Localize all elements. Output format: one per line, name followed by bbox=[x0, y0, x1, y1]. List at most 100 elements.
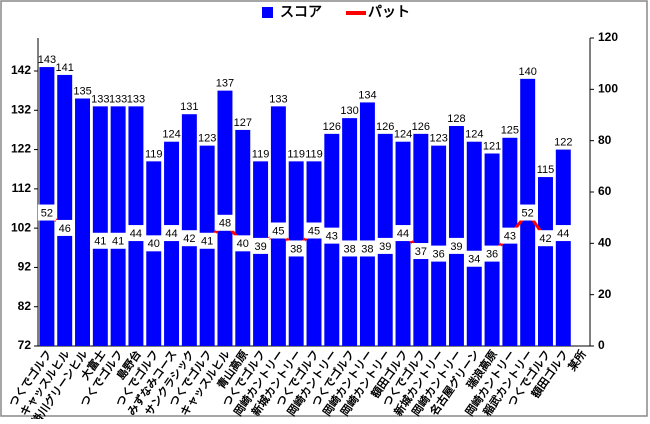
bar-value-label: 137 bbox=[216, 78, 234, 90]
legend-label: スコア bbox=[280, 4, 322, 20]
line-label-box bbox=[518, 204, 537, 221]
line-value-label: 38 bbox=[290, 243, 302, 255]
bar-value-label: 143 bbox=[38, 54, 56, 66]
y2-tick-label: 120 bbox=[598, 30, 618, 44]
bar-value-label: 121 bbox=[483, 140, 501, 152]
bar-value-label: 135 bbox=[73, 85, 91, 97]
line-label-box bbox=[340, 240, 359, 257]
line-label-box bbox=[198, 232, 217, 249]
line-value-label: 44 bbox=[165, 228, 177, 240]
line-value-label: 42 bbox=[539, 233, 551, 245]
bar-value-label: 124 bbox=[465, 129, 483, 141]
bar-value-label: 130 bbox=[340, 105, 358, 117]
y-tick-label: 112 bbox=[12, 181, 32, 195]
line-label-box bbox=[144, 235, 163, 252]
bar-value-label: 133 bbox=[91, 93, 109, 105]
line-label-box bbox=[215, 214, 234, 231]
line-label-box bbox=[233, 235, 252, 252]
bar-value-label: 115 bbox=[537, 164, 555, 176]
bar-value-label: 133 bbox=[109, 93, 127, 105]
line-value-label: 38 bbox=[361, 243, 373, 255]
line-label-box bbox=[465, 250, 484, 267]
bar bbox=[164, 141, 180, 346]
line-value-label: 43 bbox=[504, 231, 516, 243]
y-tick-label: 92 bbox=[18, 260, 32, 274]
line-label-box bbox=[483, 245, 502, 262]
bar bbox=[57, 74, 73, 346]
line-label-box bbox=[447, 237, 466, 254]
line-value-label: 39 bbox=[254, 241, 266, 253]
bar-value-label: 119 bbox=[252, 148, 270, 160]
line-label-box bbox=[162, 225, 181, 242]
line-value-label: 39 bbox=[450, 241, 462, 253]
line-value-label: 43 bbox=[326, 231, 338, 243]
bar-value-label: 127 bbox=[234, 117, 252, 129]
bar-value-label: 123 bbox=[198, 133, 216, 145]
bar-value-label: 124 bbox=[162, 129, 180, 141]
line-label-box bbox=[180, 230, 199, 247]
y2-tick-label: 80 bbox=[598, 133, 612, 147]
line-value-label: 48 bbox=[219, 218, 231, 230]
line-value-label: 44 bbox=[130, 228, 142, 240]
line-label-box bbox=[126, 225, 145, 242]
bar-value-label: 126 bbox=[412, 121, 430, 133]
line-value-label: 36 bbox=[433, 249, 445, 261]
bar bbox=[466, 141, 482, 346]
legend-swatch bbox=[262, 7, 273, 18]
bar-value-label: 141 bbox=[56, 62, 74, 74]
bar-value-label: 125 bbox=[501, 125, 519, 137]
line-value-label: 44 bbox=[397, 228, 409, 240]
bar bbox=[342, 118, 358, 347]
line-label-box bbox=[269, 222, 288, 239]
y-tick-label: 72 bbox=[18, 338, 32, 352]
bar-value-label: 126 bbox=[376, 121, 394, 133]
line-label-box bbox=[536, 230, 555, 247]
line-value-label: 40 bbox=[148, 238, 160, 250]
line-label-box bbox=[429, 245, 448, 262]
bar bbox=[359, 102, 375, 346]
line-value-label: 34 bbox=[468, 254, 480, 266]
line-value-label: 38 bbox=[343, 243, 355, 255]
line-label-box bbox=[305, 222, 323, 239]
line-value-label: 42 bbox=[183, 233, 195, 245]
bar-value-label: 126 bbox=[323, 121, 341, 133]
line-value-label: 45 bbox=[308, 225, 320, 237]
bar-value-label: 131 bbox=[180, 101, 198, 113]
line-label-box bbox=[554, 225, 573, 242]
bar bbox=[146, 161, 162, 346]
y2-tick-label: 60 bbox=[598, 184, 612, 198]
bar-value-label: 122 bbox=[554, 136, 572, 148]
line-label-box bbox=[411, 243, 430, 260]
line-label-box bbox=[109, 232, 128, 249]
bar-value-label: 119 bbox=[287, 148, 305, 160]
line-value-label: 40 bbox=[237, 238, 249, 250]
y2-tick-label: 40 bbox=[598, 236, 612, 250]
line-value-label: 52 bbox=[41, 207, 53, 219]
line-label-box bbox=[287, 240, 306, 257]
line-value-label: 41 bbox=[112, 236, 124, 248]
line-label-box bbox=[358, 240, 377, 257]
line-value-label: 44 bbox=[557, 228, 569, 240]
y-tick-label: 102 bbox=[11, 220, 31, 234]
line-label-box bbox=[376, 237, 395, 254]
y-tick-label: 82 bbox=[18, 299, 32, 313]
bar-value-label: 128 bbox=[447, 113, 465, 125]
line-label-box bbox=[322, 227, 341, 244]
bar bbox=[538, 177, 553, 346]
y2-tick-label: 100 bbox=[598, 82, 618, 96]
bar bbox=[181, 114, 197, 346]
y2-tick-label: 0 bbox=[598, 338, 605, 352]
line-value-label: 41 bbox=[201, 236, 213, 248]
bar bbox=[306, 161, 322, 346]
line-value-label: 52 bbox=[522, 207, 534, 219]
y2-tick-label: 20 bbox=[598, 287, 612, 301]
line-label-box bbox=[394, 225, 413, 242]
bar bbox=[413, 133, 429, 346]
line-label-box bbox=[55, 219, 74, 236]
bar bbox=[395, 141, 411, 346]
bar-value-label: 123 bbox=[429, 133, 447, 145]
bar-value-label: 140 bbox=[518, 66, 536, 78]
bar bbox=[555, 149, 571, 346]
line-value-label: 39 bbox=[379, 241, 391, 253]
